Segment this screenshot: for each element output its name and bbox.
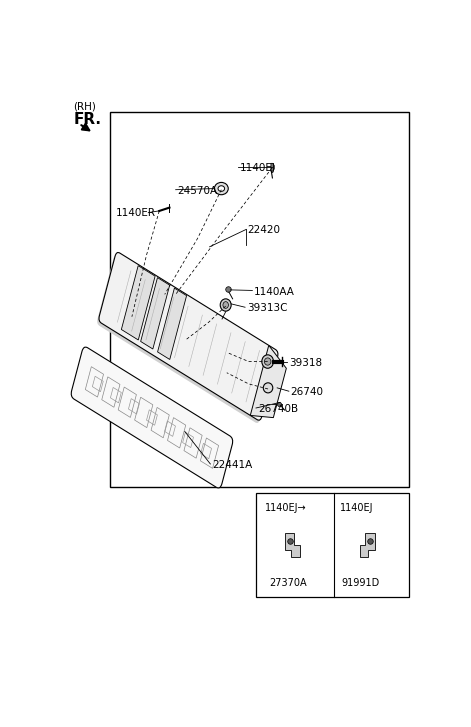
Ellipse shape [214, 182, 228, 195]
Polygon shape [271, 164, 274, 172]
Polygon shape [360, 534, 374, 558]
Text: 1140EJ: 1140EJ [340, 503, 374, 513]
Ellipse shape [218, 186, 225, 191]
Text: 22441A: 22441A [212, 460, 252, 470]
Bar [256, 493, 409, 597]
Polygon shape [141, 278, 170, 349]
Text: 1140ER: 1140ER [115, 208, 155, 218]
Text: 1140EJ: 1140EJ [240, 164, 276, 174]
Polygon shape [122, 265, 155, 340]
Text: 1140EJ→: 1140EJ→ [265, 503, 307, 513]
Text: FR.: FR. [73, 113, 101, 127]
Text: 26740: 26740 [291, 387, 324, 398]
Polygon shape [158, 288, 187, 359]
Text: 26740B: 26740B [258, 404, 298, 414]
Text: 91991D: 91991D [342, 578, 380, 587]
Polygon shape [285, 534, 300, 558]
FancyBboxPatch shape [97, 255, 276, 423]
Text: 24570A: 24570A [178, 186, 218, 196]
Text: 22420: 22420 [247, 225, 280, 235]
Ellipse shape [262, 355, 274, 369]
Text: 39318: 39318 [289, 358, 322, 368]
Text: 27370A: 27370A [269, 578, 307, 587]
Ellipse shape [223, 302, 228, 308]
Polygon shape [250, 345, 286, 417]
FancyBboxPatch shape [71, 347, 233, 488]
Text: (RH): (RH) [73, 101, 97, 111]
Text: 1140AA: 1140AA [254, 286, 295, 297]
Text: 39313C: 39313C [247, 303, 287, 313]
Ellipse shape [264, 358, 271, 365]
Ellipse shape [263, 383, 273, 393]
Ellipse shape [220, 299, 231, 311]
FancyBboxPatch shape [99, 252, 278, 420]
Bar [110, 113, 409, 488]
